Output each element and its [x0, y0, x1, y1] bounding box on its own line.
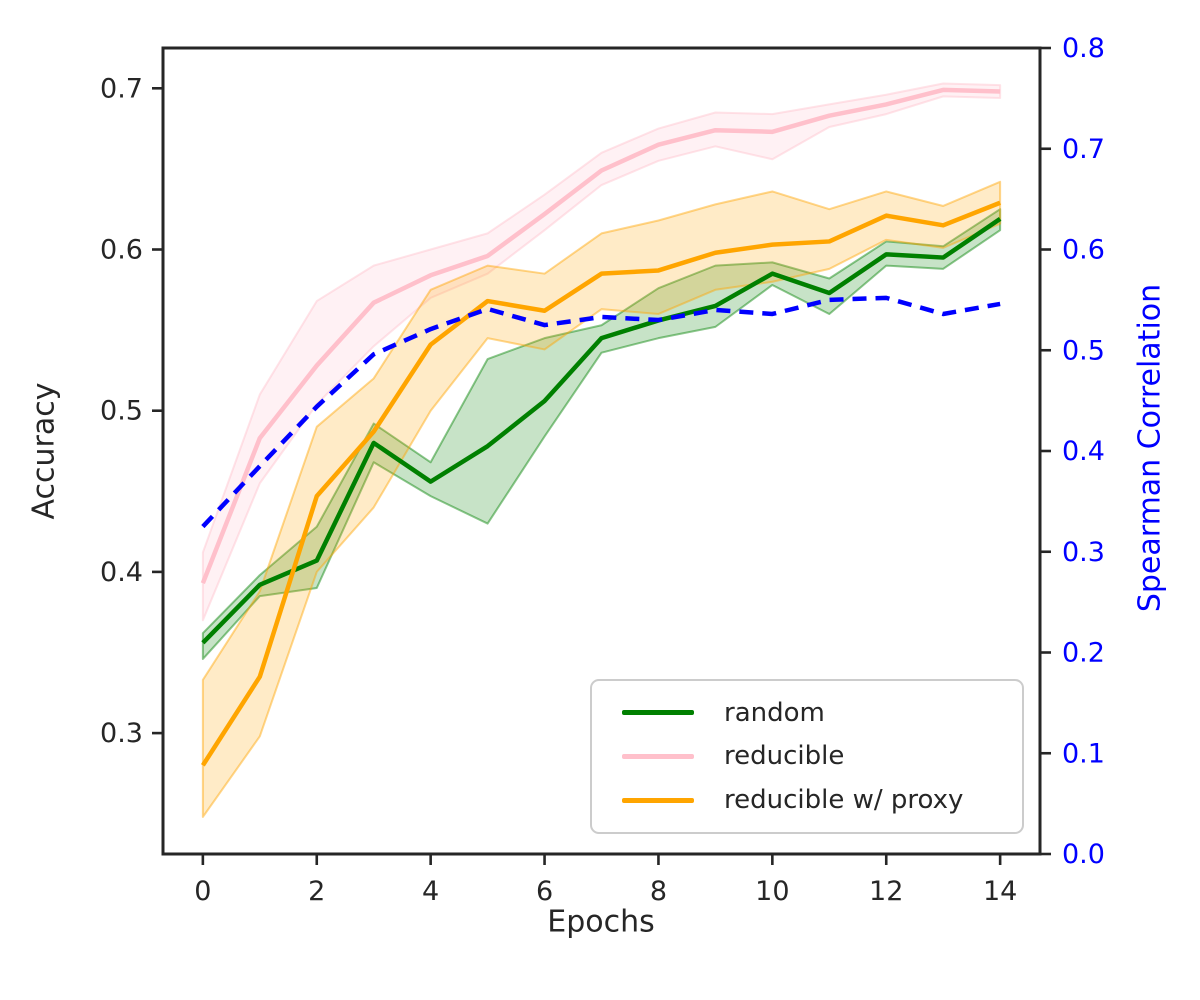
x-tick-label: 4	[422, 876, 439, 907]
left-axis-title: Accuracy	[26, 382, 62, 520]
left-tick-label: 0.5	[100, 396, 143, 427]
x-tick-label: 10	[755, 876, 789, 907]
legend-swatch-reducible-w-proxy	[622, 797, 694, 803]
legend-swatch-random	[622, 710, 694, 716]
x-tick-label: 2	[308, 876, 325, 907]
right-tick-label: 0.0	[1062, 839, 1105, 870]
legend-item-random: random	[592, 698, 1022, 728]
right-axis-title: Spearman Correlation	[1132, 283, 1168, 613]
legend-swatch-reducible	[622, 753, 694, 759]
left-tick-label: 0.4	[100, 557, 143, 588]
right-tick-label: 0.5	[1062, 335, 1105, 366]
right-tick-label: 0.7	[1062, 134, 1105, 165]
left-tick-label: 0.3	[100, 718, 143, 749]
right-tick-label: 0.2	[1062, 638, 1105, 669]
legend-item-reducible-w-proxy: reducible w/ proxy	[592, 785, 1022, 815]
legend-label-random: random	[724, 697, 825, 728]
right-tick-label: 0.4	[1062, 436, 1105, 467]
right-tick-label: 0.6	[1062, 235, 1105, 266]
x-tick-label: 0	[194, 876, 211, 907]
series-band-reducible	[201, 82, 1002, 622]
legend-label-reducible-w-proxy: reducible w/ proxy	[724, 785, 964, 816]
x-tick-label: 14	[983, 876, 1017, 907]
left-tick-label: 0.6	[100, 235, 143, 266]
series-band-reducible-w-proxy	[201, 180, 1002, 818]
x-axis-title: Epochs	[547, 904, 655, 940]
legend-label-reducible: reducible	[724, 741, 845, 772]
series-line-reducible-w-proxy	[200, 200, 1001, 767]
right-tick-label: 0.3	[1062, 537, 1105, 568]
left-tick-label: 0.7	[100, 73, 143, 104]
legend-item-reducible: reducible	[592, 741, 1022, 771]
series-line-random	[201, 217, 1002, 645]
right-tick-label: 0.1	[1062, 738, 1105, 769]
x-tick-label: 6	[536, 876, 553, 907]
legend: random reducible reducible w/ proxy	[590, 679, 1024, 834]
series-line-reducible	[200, 87, 1001, 585]
right-tick-label: 0.8	[1062, 33, 1105, 64]
x-tick-label: 12	[869, 876, 903, 907]
x-tick-label: 8	[650, 876, 667, 907]
series-line-spearman-correlation	[201, 295, 1001, 529]
